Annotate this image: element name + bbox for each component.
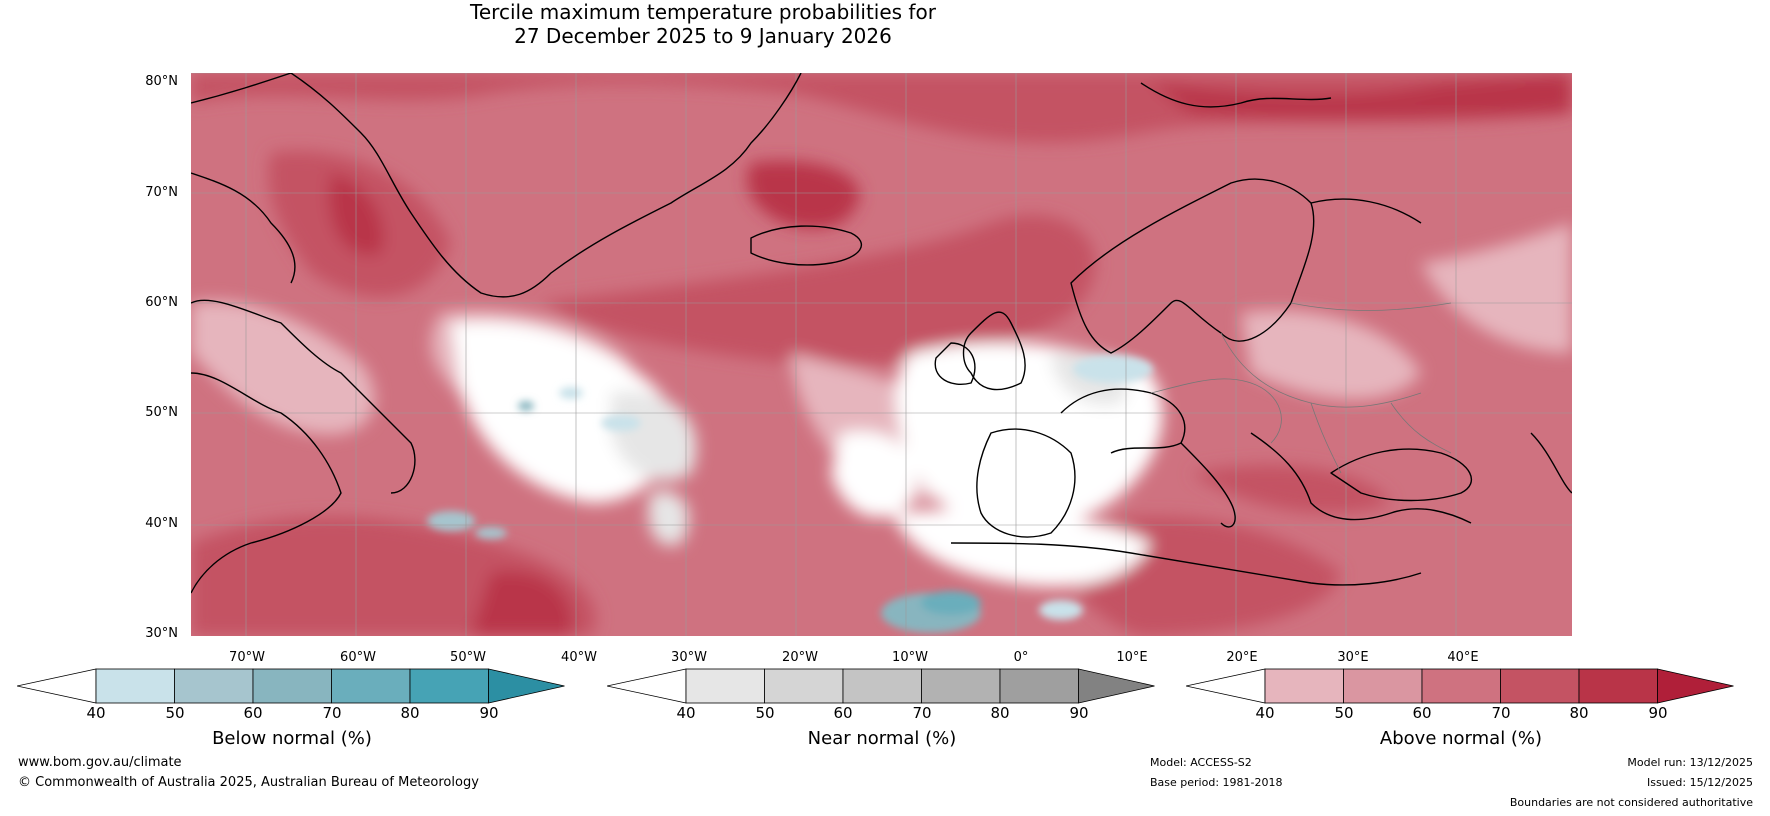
near-colorbar-max-extend <box>1078 668 1155 704</box>
lat-label-50n: 50°N <box>145 405 178 420</box>
near-colorbar-min-extend <box>607 668 687 704</box>
lon-label-10e: 10°E <box>1116 650 1148 665</box>
probability-field <box>191 73 1572 636</box>
near-tick-50: 50 <box>755 704 775 722</box>
lon-label-0: 0° <box>1013 650 1029 665</box>
above-colorbar-segment-4 <box>1500 668 1580 704</box>
above-tick-50: 50 <box>1334 704 1354 722</box>
chart-title: Tercile maximum temperature probabilitie… <box>0 0 1406 48</box>
below-tick-90: 90 <box>479 704 499 722</box>
below-tick-40: 40 <box>86 704 106 722</box>
above-tick-60: 60 <box>1412 704 1432 722</box>
near-tick-90: 90 <box>1069 704 1089 722</box>
below-colorbar-max-extend <box>488 668 565 704</box>
near-normal-label: Near normal (%) <box>807 728 957 749</box>
below-colorbar-segment-2 <box>174 668 254 704</box>
below-tick-70: 70 <box>322 704 342 722</box>
lon-label-50w: 50°W <box>450 650 486 665</box>
lon-label-20e: 20°E <box>1226 650 1258 665</box>
below-normal-label: Below normal (%) <box>212 728 372 749</box>
above-colorbar-segment-1 <box>1264 668 1344 704</box>
lon-label-30e: 30°E <box>1337 650 1369 665</box>
lon-label-40w: 40°W <box>561 650 597 665</box>
probability-map <box>191 73 1572 636</box>
above-tick-90: 90 <box>1648 704 1668 722</box>
near-tick-40: 40 <box>676 704 696 722</box>
title-line-1: Tercile maximum temperature probabilitie… <box>470 0 936 24</box>
lat-label-40n: 40°N <box>145 516 178 531</box>
lon-label-30w: 30°W <box>671 650 707 665</box>
above-tick-80: 80 <box>1569 704 1589 722</box>
base-period-text: Base period: 1981-2018 <box>1150 776 1283 789</box>
lon-label-40e: 40°E <box>1447 650 1479 665</box>
model-run-text: Model run: 13/12/2025 <box>1627 756 1753 769</box>
disclaimer-text: Boundaries are not considered authoritat… <box>1509 796 1753 809</box>
lon-label-10w: 10°W <box>892 650 928 665</box>
below-colorbar-segment-1 <box>95 668 175 704</box>
below-colorbar-segment-4 <box>331 668 411 704</box>
below-colorbar-min-extend <box>17 668 97 704</box>
below-normal-colorbar <box>17 668 565 704</box>
above-normal-colorbar <box>1186 668 1734 704</box>
near-colorbar-segment-2 <box>764 668 844 704</box>
lon-label-60w: 60°W <box>340 650 376 665</box>
lon-label-70w: 70°W <box>229 650 265 665</box>
near-colorbar-segment-3 <box>842 668 922 704</box>
below-tick-50: 50 <box>165 704 185 722</box>
above-tick-70: 70 <box>1491 704 1511 722</box>
map-gridlines <box>191 73 1572 636</box>
above-colorbar-segment-5 <box>1578 668 1658 704</box>
near-tick-80: 80 <box>990 704 1010 722</box>
above-tick-40: 40 <box>1255 704 1275 722</box>
country-borders <box>1150 302 1452 474</box>
above-colorbar-max-extend <box>1657 668 1734 704</box>
coastlines <box>191 73 1572 594</box>
copyright-text: © Commonwealth of Australia 2025, Austra… <box>18 775 479 790</box>
near-tick-70: 70 <box>912 704 932 722</box>
below-colorbar-segment-3 <box>252 668 332 704</box>
near-tick-60: 60 <box>833 704 853 722</box>
title-line-2: 27 December 2025 to 9 January 2026 <box>514 24 892 48</box>
website-text: www.bom.gov.au/climate <box>18 755 182 770</box>
near-colorbar-segment-4 <box>921 668 1001 704</box>
lon-label-20w: 20°W <box>782 650 818 665</box>
below-colorbar-segment-5 <box>409 668 489 704</box>
issued-text: Issued: 15/12/2025 <box>1646 776 1753 789</box>
lat-label-30n: 30°N <box>145 626 178 641</box>
below-tick-80: 80 <box>400 704 420 722</box>
above-normal-label: Above normal (%) <box>1379 728 1543 749</box>
lat-label-60n: 60°N <box>145 295 178 310</box>
above-colorbar-min-extend <box>1186 668 1266 704</box>
lat-label-70n: 70°N <box>145 185 178 200</box>
above-colorbar-segment-2 <box>1343 668 1423 704</box>
lat-label-80n: 80°N <box>145 74 178 89</box>
above-colorbar-segment-3 <box>1421 668 1501 704</box>
below-tick-60: 60 <box>243 704 263 722</box>
model-text: Model: ACCESS-S2 <box>1150 756 1252 769</box>
near-colorbar-segment-5 <box>999 668 1079 704</box>
near-normal-colorbar <box>607 668 1155 704</box>
near-colorbar-segment-1 <box>685 668 765 704</box>
